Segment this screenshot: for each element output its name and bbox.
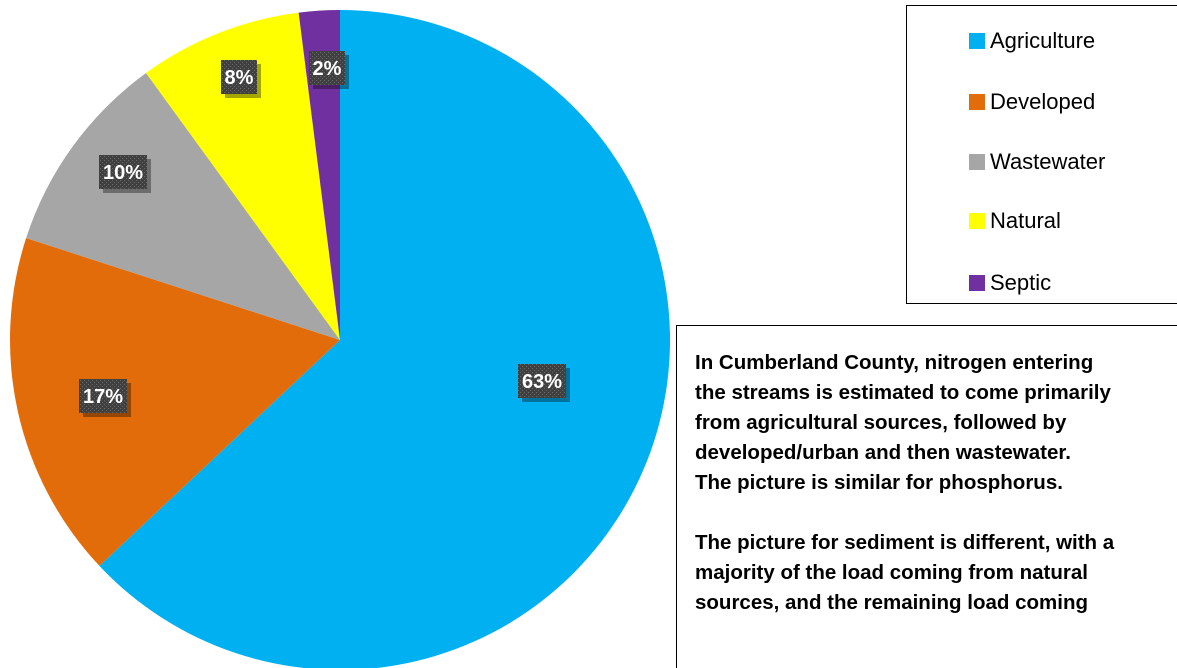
pie-slice-developed	[9, 238, 340, 566]
annotation-line: The picture for sediment is different, w…	[695, 531, 1115, 554]
data-label-wastewater: 10%	[99, 155, 151, 193]
legend-label-septic: Septic	[990, 270, 1052, 295]
data-label-text: 17%	[83, 386, 123, 408]
legend-swatch-developed	[969, 94, 985, 110]
data-label-box	[221, 60, 257, 94]
annotation-line: majority of the load coming from natural	[695, 561, 1088, 584]
pie-data-labels: 63% 17% 10% 8% 2%	[79, 51, 570, 417]
legend-item-septic: Septic	[969, 268, 1051, 298]
legend-item-agriculture: Agriculture	[969, 26, 1095, 56]
legend-swatch-agriculture	[969, 33, 985, 49]
legend: Agriculture Developed Wastewater Natural…	[906, 5, 1177, 304]
legend-label-agriculture: Agriculture	[990, 28, 1096, 53]
annotation-textbox: In Cumberland County, nitrogen entering …	[676, 325, 1177, 668]
annotation-line: the streams is estimated to come primari…	[695, 381, 1111, 404]
legend-swatch-wastewater	[969, 154, 985, 170]
data-label-septic: 2%	[309, 51, 349, 89]
legend-item-wastewater: Wastewater	[969, 147, 1105, 177]
annotation-line: sources, and the remaining load coming	[695, 591, 1088, 614]
data-label-box	[79, 379, 127, 413]
pie-slice-wastewater	[26, 73, 341, 341]
annotation-line: developed/urban and then wastewater.	[695, 441, 1071, 464]
annotation-line: from agricultural sources, followed by	[695, 411, 1067, 434]
data-label-box	[99, 155, 147, 189]
pie-slice-agriculture	[99, 10, 670, 668]
pie-slice-natural	[146, 12, 340, 341]
legend-label-natural: Natural	[990, 208, 1061, 233]
legend-label-wastewater: Wastewater	[990, 149, 1106, 174]
data-label-developed: 17%	[79, 379, 131, 417]
legend-item-developed: Developed	[969, 87, 1095, 117]
legend-item-natural: Natural	[969, 206, 1061, 236]
legend-swatch-septic	[969, 275, 985, 291]
data-label-box	[309, 51, 345, 85]
legend-label-developed: Developed	[990, 89, 1096, 114]
data-label-text: 2%	[313, 58, 342, 80]
data-label-box	[518, 364, 566, 398]
pie-slice-septic	[298, 10, 340, 340]
data-label-text: 8%	[225, 67, 254, 89]
legend-swatch-natural	[969, 213, 985, 229]
data-label-text: 10%	[103, 162, 143, 184]
annotation-line: The picture is similar for phosphorus.	[695, 471, 1063, 494]
annotation-line: In Cumberland County, nitrogen entering	[695, 351, 1094, 374]
data-label-text: 63%	[522, 371, 562, 393]
data-label-natural: 8%	[221, 60, 261, 98]
data-label-agriculture: 63%	[518, 364, 570, 402]
pie-slices	[9, 10, 670, 668]
